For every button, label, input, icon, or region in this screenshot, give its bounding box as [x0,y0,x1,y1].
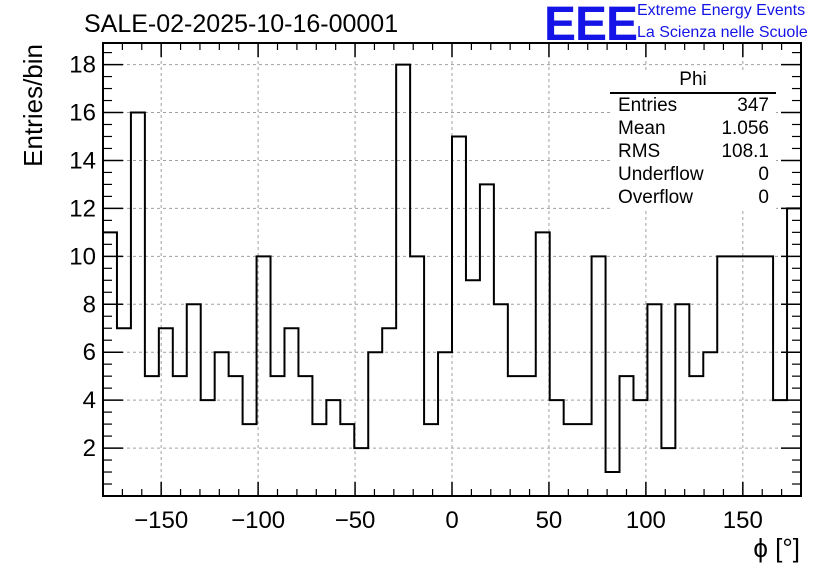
y-tick-label: 6 [83,339,96,366]
y-tick-label: 16 [69,100,96,127]
axis-ticks [103,43,801,496]
x-tick-label: 150 [723,507,763,534]
stats-key: Mean [618,118,666,139]
x-tick-label: 50 [536,507,563,534]
x-tick-label: −100 [231,507,285,534]
histogram-step-line [102,63,802,496]
x-tick-label: −150 [134,507,188,534]
stats-key: RMS [618,141,661,162]
eee-logo: EEE [544,0,638,51]
y-tick-label: 8 [83,291,96,318]
stats-value: 0 [758,164,769,185]
y-axis-label: Entries/bin [18,44,48,167]
y-tick-label: 18 [69,52,96,79]
y-tick-label: 4 [83,387,96,414]
x-tick-label: 100 [626,507,666,534]
tick-labels: −150 −100 −50 0 50 100 150 2 4 6 8 10 12 14 16 18 [69,52,763,534]
logo-line-2: La Scienza nelle Scuole [637,24,808,41]
y-tick-label: 2 [83,435,96,462]
stats-value: 0 [758,187,769,208]
stats-row-mean: Mean 1.056 [610,117,776,140]
stats-key: Entries [618,95,678,116]
stats-key: Underflow [618,164,704,185]
stats-value: 108.1 [721,141,769,162]
stats-key: Overflow [618,187,693,208]
x-tick-label: −50 [335,507,376,534]
x-tick-label: 0 [445,507,458,534]
stats-value: 1.056 [721,118,769,139]
stats-row-underflow: Underflow 0 [610,163,776,186]
stats-row-overflow: Overflow 0 [610,186,776,209]
y-tick-label: 10 [69,243,96,270]
y-tick-label: 12 [69,195,96,222]
stats-row-entries: Entries 347 [610,94,776,117]
stats-row-rms: RMS 108.1 [610,140,776,163]
stats-value: 347 [737,95,769,116]
y-tick-label: 14 [69,147,96,174]
logo-line-1: Extreme Energy Events [637,2,806,19]
plot-title: SALE-02-2025-10-16-00001 [84,10,399,38]
stats-title: Phi [610,70,776,94]
x-axis-label: ϕ [°] [753,533,800,563]
stats-box: Phi Entries 347 Mean 1.056 RMS 108.1 Und… [610,70,776,209]
